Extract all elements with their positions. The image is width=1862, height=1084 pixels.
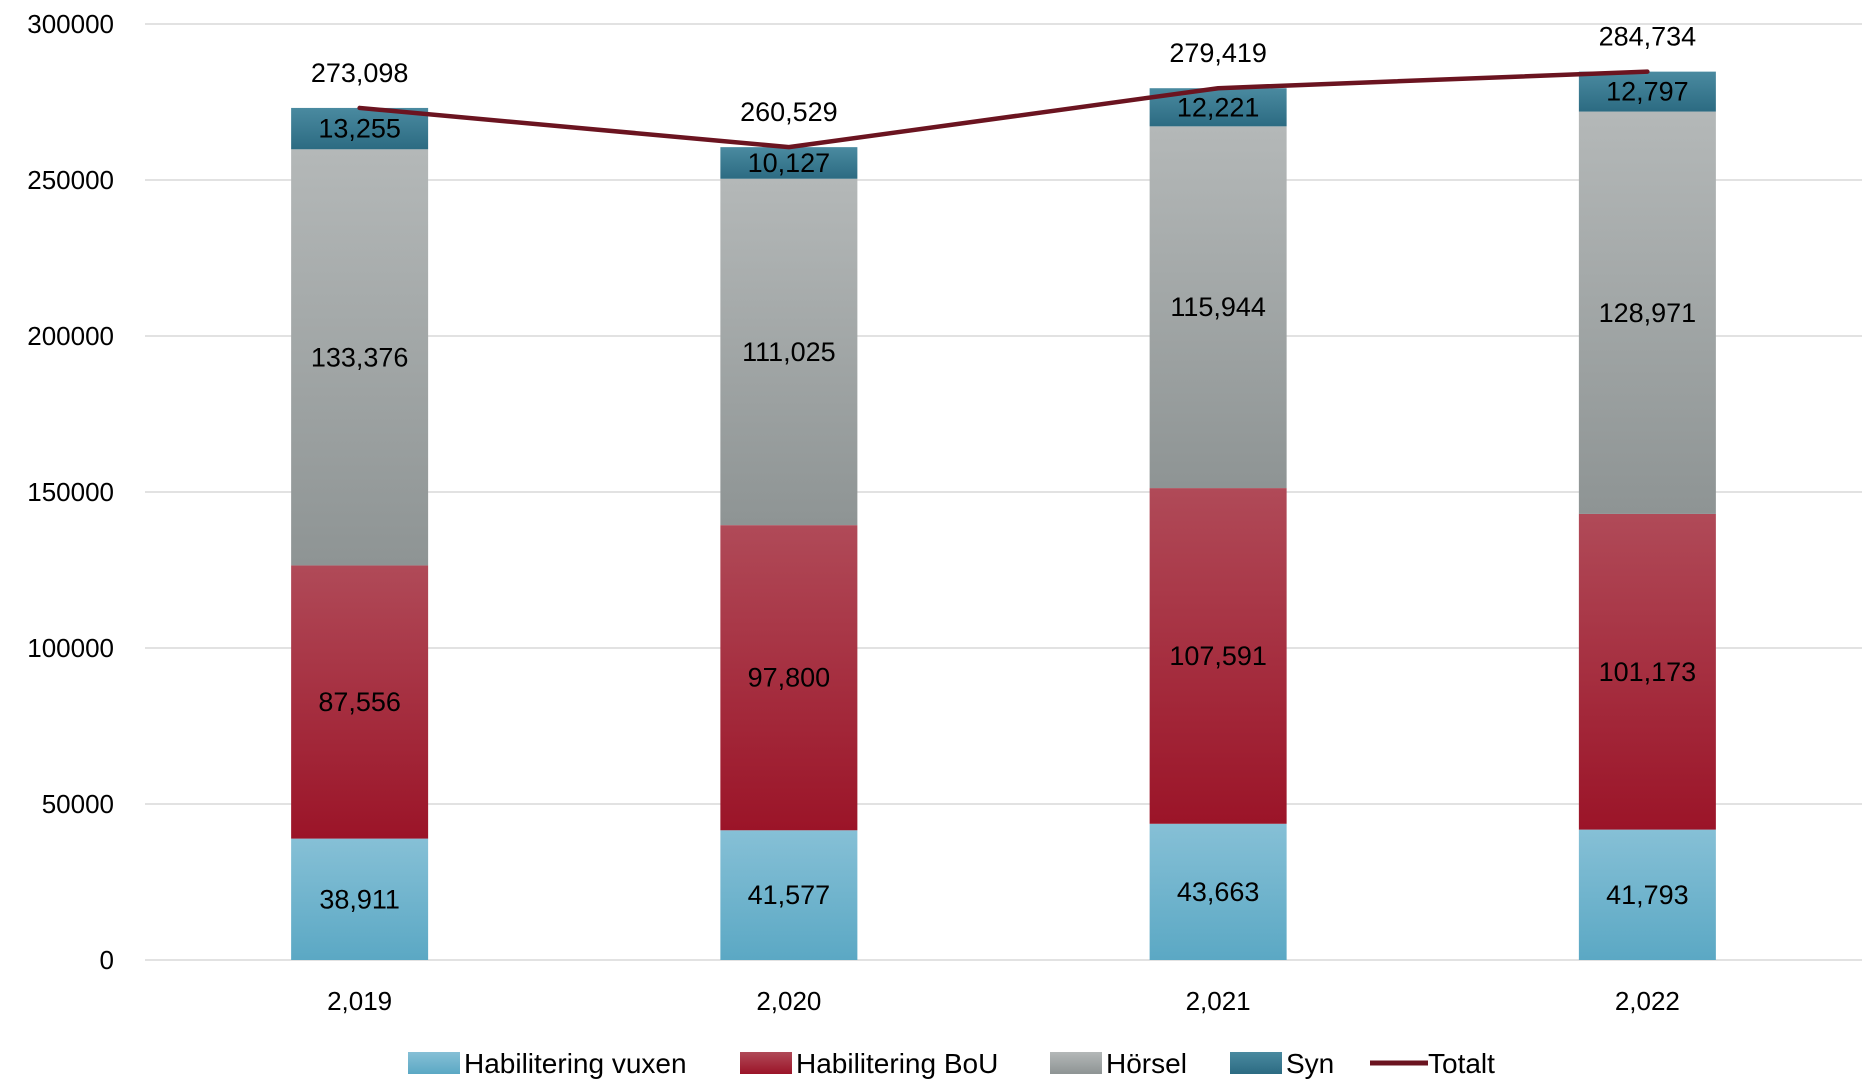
y-tick-label: 100000 — [27, 633, 114, 663]
legend-label: Syn — [1286, 1048, 1334, 1079]
bar-layer — [291, 71, 1716, 960]
bar-data-label: 38,911 — [319, 884, 400, 914]
bar-segment — [1149, 488, 1287, 824]
bar-data-label: 133,376 — [311, 342, 409, 372]
bar-segment — [1578, 829, 1716, 960]
bar-data-label: 12,797 — [1606, 77, 1689, 107]
legend: Habilitering vuxen Habilitering BoU Hörsel… — [408, 1048, 1495, 1079]
bar-segment — [291, 149, 429, 566]
bar-data-label: 107,591 — [1169, 641, 1267, 671]
x-tick-label: 2,022 — [1615, 986, 1680, 1016]
bar-data-label: 128,971 — [1599, 298, 1697, 328]
bar-segment — [291, 565, 429, 839]
label-layer: 38,911 87,556 133,376 13,255 41,577 97,800 111… — [311, 22, 1696, 915]
bar-segment — [720, 525, 858, 831]
line-layer — [357, 69, 1650, 150]
legend-swatch — [1230, 1052, 1282, 1074]
bar-data-label: 13,255 — [318, 114, 401, 144]
bar-segment — [1149, 126, 1287, 489]
legend-swatch — [408, 1052, 460, 1074]
bar-data-label: 87,556 — [318, 687, 401, 717]
x-tick-label: 2,019 — [327, 986, 392, 1016]
total-data-label: 273,098 — [311, 58, 409, 88]
grid-layer — [145, 23, 1862, 961]
legend-swatch — [1050, 1052, 1102, 1074]
bar-data-label: 111,025 — [742, 337, 836, 367]
x-tick-label: 2,020 — [756, 986, 821, 1016]
x-tick-label: 2,021 — [1186, 986, 1251, 1016]
y-tick-label: 250000 — [27, 165, 114, 195]
bar-data-label: 43,663 — [1177, 877, 1260, 907]
bar-segment — [720, 178, 858, 526]
bar-data-label: 101,173 — [1599, 657, 1697, 687]
total-data-label: 279,419 — [1169, 38, 1267, 68]
bar-segment — [720, 147, 858, 179]
bar-data-label: 41,577 — [748, 880, 831, 910]
bar-segment — [1578, 71, 1716, 112]
bar-data-label: 97,800 — [748, 663, 831, 693]
bar-data-label: 12,221 — [1177, 92, 1260, 122]
bar-data-label: 115,944 — [1170, 292, 1266, 322]
bar-segment — [1578, 513, 1716, 830]
total-data-label: 260,529 — [740, 97, 838, 127]
bar-data-label: 41,793 — [1606, 880, 1689, 910]
bar-segment — [1578, 111, 1716, 514]
axis-layer: 0 50000 100000 150000 200000 250000 300000 2,01… — [27, 9, 1680, 1016]
y-tick-label: 300000 — [27, 9, 114, 39]
bar-data-label: 10,127 — [748, 148, 831, 178]
legend-label: Hörsel — [1106, 1048, 1187, 1079]
y-tick-label: 0 — [100, 945, 114, 975]
bar-segment — [291, 838, 429, 960]
y-tick-label: 200000 — [27, 321, 114, 351]
total-line — [357, 69, 1650, 150]
total-data-label: 284,734 — [1599, 22, 1697, 52]
legend-swatch — [740, 1052, 792, 1074]
bar-segment — [291, 107, 429, 150]
y-tick-label: 150000 — [27, 477, 114, 507]
y-tick-label: 50000 — [42, 789, 114, 819]
bar-segment — [720, 830, 858, 960]
legend-label: Habilitering vuxen — [464, 1048, 687, 1079]
legend-label: Habilitering BoU — [796, 1048, 998, 1079]
legend-label: Totalt — [1428, 1048, 1495, 1079]
bar-segment — [1149, 823, 1287, 960]
